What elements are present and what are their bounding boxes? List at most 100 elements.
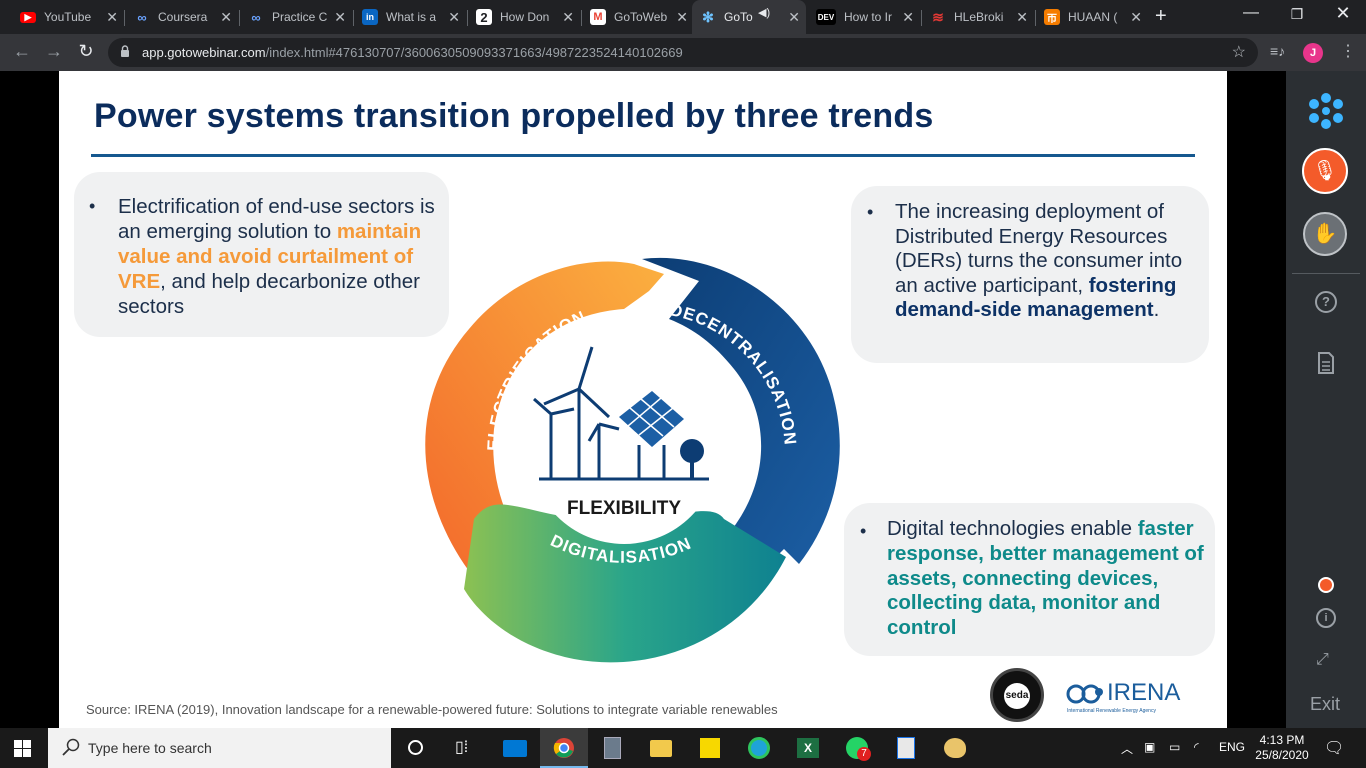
taskbar-mail[interactable] bbox=[491, 728, 539, 768]
network-status-icon[interactable]: ▣ bbox=[1144, 740, 1156, 754]
solar-panel-icon bbox=[619, 391, 684, 479]
bookmark-star-icon[interactable]: ☆ bbox=[1231, 44, 1246, 61]
gotowebinar-logo-icon bbox=[1309, 93, 1343, 129]
close-tab-icon[interactable]: ✕ bbox=[676, 9, 688, 25]
tab-huaan[interactable]: 帀 HUAAN ( ✕ bbox=[1036, 4, 1148, 30]
bullet: • bbox=[89, 196, 96, 216]
tab-gmail[interactable]: M GoToWeb ✕ bbox=[582, 4, 694, 30]
windows-taskbar: Type here to search ▯⁞ X 7 ︿ bbox=[0, 728, 1366, 768]
cortana-icon bbox=[408, 740, 423, 755]
tab-dev[interactable]: DEV How to Ir ✕ bbox=[816, 9, 914, 25]
cortana-button[interactable] bbox=[392, 728, 440, 768]
close-tab-icon[interactable]: ✕ bbox=[562, 9, 574, 25]
close-tab-icon[interactable]: ✕ bbox=[220, 9, 232, 25]
close-tab-icon[interactable]: ✕ bbox=[788, 9, 800, 25]
webinar-control-panel: 🎙 ✋ ? i ⤢ bbox=[1286, 71, 1366, 728]
title-divider bbox=[91, 154, 1195, 157]
taskbar-excel[interactable]: X bbox=[784, 728, 832, 768]
browser-menu-icon[interactable]: ⋮ bbox=[1340, 43, 1356, 60]
taskbar-calculator[interactable] bbox=[589, 728, 637, 768]
new-tab-button[interactable]: + bbox=[1155, 5, 1167, 27]
bullet: • bbox=[860, 521, 867, 541]
notification-center-icon[interactable]: 🗨 bbox=[1324, 740, 1345, 757]
taskbar-search-box[interactable]: Type here to search bbox=[48, 728, 391, 768]
tab-gotowebinar-active[interactable]: ✻ GoTo ◀) ✕ bbox=[692, 0, 806, 34]
tab-practice[interactable]: ∞ Practice C ✕ bbox=[240, 4, 352, 30]
info-icon[interactable]: i bbox=[1316, 608, 1336, 628]
taskbar-paint[interactable] bbox=[931, 728, 979, 768]
hlebroking-icon: ≋ bbox=[932, 8, 944, 25]
dev-icon: DEV bbox=[816, 9, 836, 25]
speaker-icon[interactable]: ◀) bbox=[758, 7, 771, 19]
sticky-notes-icon bbox=[700, 738, 720, 758]
taskbar-sticky-notes[interactable] bbox=[686, 728, 734, 768]
taskbar-document-viewer[interactable] bbox=[882, 728, 930, 768]
show-hidden-icons[interactable]: ︿ bbox=[1121, 742, 1134, 756]
taskbar-edge[interactable] bbox=[735, 728, 783, 768]
electrification-text: Electrification of end-use sectors is an… bbox=[118, 195, 435, 318]
search-icon bbox=[62, 738, 80, 756]
tab-youtube[interactable]: ▶ YouTube ✕ bbox=[12, 4, 124, 30]
close-tab-icon[interactable]: ✕ bbox=[334, 9, 346, 25]
taskbar-file-explorer[interactable] bbox=[637, 728, 685, 768]
seda-logo: seda bbox=[990, 668, 1044, 722]
minimize-button[interactable]: — bbox=[1243, 4, 1259, 21]
browser-toolbar: ← → ↻ app.gotowebinar.com/index.html#476… bbox=[0, 34, 1366, 71]
language-indicator[interactable]: ENG bbox=[1219, 740, 1246, 754]
handouts-document-icon[interactable] bbox=[1317, 352, 1335, 374]
windows-start-button[interactable] bbox=[14, 740, 31, 757]
raise-hand-button[interactable]: ✋ bbox=[1303, 212, 1347, 256]
taskbar-clock[interactable]: 4:13 PM 25/8/2020 bbox=[1255, 733, 1309, 762]
tab-what-is[interactable]: in What is a ✕ bbox=[354, 4, 466, 30]
microphone-muted-icon: 🎙 bbox=[1312, 160, 1338, 182]
exit-webinar-button[interactable]: Exit bbox=[1310, 694, 1341, 714]
close-tab-icon[interactable]: ✕ bbox=[106, 9, 118, 25]
taskbar-chrome[interactable] bbox=[540, 728, 588, 768]
address-bar[interactable]: app.gotowebinar.com/index.html#476130707… bbox=[108, 38, 1258, 67]
profile-avatar[interactable]: J bbox=[1303, 43, 1323, 63]
flexibility-center bbox=[529, 354, 719, 544]
bullet: • bbox=[867, 202, 874, 222]
paint-icon bbox=[944, 738, 966, 758]
electrification-callout: • Electrification of end-use sectors is … bbox=[74, 172, 449, 337]
wifi-icon[interactable]: ◜ bbox=[1194, 740, 1199, 754]
decentralisation-segment bbox=[642, 257, 840, 579]
hand-icon: ✋ bbox=[1312, 223, 1338, 245]
close-window-button[interactable]: ✕ bbox=[1335, 3, 1351, 23]
microphone-muted-button[interactable]: 🎙 bbox=[1302, 148, 1348, 194]
back-arrow-icon: ← bbox=[13, 41, 31, 61]
forward-button[interactable]: → bbox=[42, 41, 66, 62]
source-citation: Source: IRENA (2019), Innovation landsca… bbox=[86, 702, 778, 717]
task-view-button[interactable]: ▯⁞ bbox=[440, 728, 488, 768]
coursera-icon: ∞ bbox=[251, 9, 261, 25]
taskbar-whatsapp[interactable]: 7 bbox=[833, 728, 881, 768]
decentralisation-callout: • The increasing deployment of Distribut… bbox=[851, 186, 1209, 363]
wind-turbine-icon bbox=[533, 346, 620, 479]
close-tab-icon[interactable]: ✕ bbox=[1016, 9, 1028, 25]
reload-icon: ↻ bbox=[78, 41, 94, 61]
flexibility-cycle-diagram: ELECTRIFICATION DECENTRALISATION DIGITAL… bbox=[425, 257, 840, 663]
media-control-icon[interactable]: ≡♪ bbox=[1270, 43, 1286, 59]
slide-title: Power systems transition propelled by th… bbox=[94, 97, 934, 135]
folder-icon bbox=[650, 740, 672, 757]
tab-how-don[interactable]: 2 How Don ✕ bbox=[468, 4, 580, 30]
digitalisation-text: Digital technologies enable faster respo… bbox=[887, 517, 1204, 640]
tab-hlebroking[interactable]: ≋ HLeBroki ✕ bbox=[922, 4, 1034, 30]
irena-logo: IRENA International Renewable Energy Age… bbox=[1066, 679, 1181, 714]
calculator-icon bbox=[604, 737, 621, 759]
chrome-icon bbox=[553, 738, 574, 758]
fullscreen-icon[interactable]: ⤢ bbox=[1316, 651, 1329, 668]
document-viewer-icon bbox=[897, 737, 915, 759]
close-tab-icon[interactable]: ✕ bbox=[448, 9, 460, 25]
close-tab-icon[interactable]: ✕ bbox=[902, 9, 914, 25]
restore-button[interactable]: ❐ bbox=[1290, 6, 1304, 22]
tab-coursera[interactable]: ∞ Coursera ✕ bbox=[126, 4, 238, 30]
digitalisation-callout: • Digital technologies enable faster res… bbox=[844, 503, 1215, 656]
close-tab-icon[interactable]: ✕ bbox=[1130, 9, 1142, 25]
battery-icon[interactable]: ▭ bbox=[1169, 740, 1181, 754]
questions-icon[interactable]: ? bbox=[1315, 291, 1337, 313]
reload-button[interactable]: ↻ bbox=[74, 41, 98, 62]
back-button[interactable]: ← bbox=[10, 41, 34, 62]
gmail-icon: M bbox=[590, 9, 606, 25]
browser-tab-strip: ▶ YouTube ✕ ∞ Coursera ✕ ∞ Practice C ✕ … bbox=[0, 0, 1366, 34]
